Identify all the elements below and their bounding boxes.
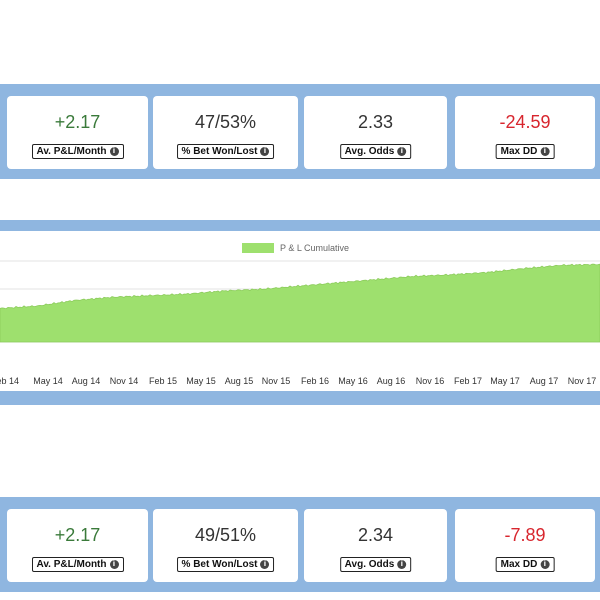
chart-legend[interactable]: P & L Cumulative	[242, 243, 349, 253]
stat-label-button[interactable]: Max DD i	[495, 557, 555, 572]
info-icon[interactable]: i	[540, 560, 550, 569]
stat-label-text: % Bet Won/Lost	[181, 146, 258, 157]
stat-label-button[interactable]: Avg. Odds i	[339, 144, 412, 159]
x-tick-label: Aug 17	[530, 376, 559, 386]
info-icon[interactable]: i	[260, 560, 270, 569]
stat-label-button[interactable]: % Bet Won/Lost i	[176, 144, 275, 159]
stat-card: -24.59 Max DD i	[455, 96, 595, 169]
x-tick-label: May 14	[33, 376, 63, 386]
stat-card: +2.17 Av. P&L/Month i	[7, 509, 148, 582]
stat-label-text: Max DD	[500, 559, 538, 570]
pnl-area-series[interactable]	[0, 263, 600, 343]
info-icon[interactable]: i	[397, 560, 407, 569]
x-tick-label: Aug 15	[225, 376, 254, 386]
x-tick-label: Feb 17	[454, 376, 482, 386]
legend-swatch	[242, 243, 274, 253]
x-tick-label: Nov 15	[262, 376, 291, 386]
stat-card: 2.33 Avg. Odds i	[304, 96, 447, 169]
pnl-cumulative-chart: Feb 14 May 14 Aug 14 Nov 14 Feb 15 May 15 Aug …	[0, 260, 600, 386]
stat-label-text: % Bet Won/Lost	[181, 559, 258, 570]
stat-label-button[interactable]: Max DD i	[495, 144, 555, 159]
x-tick-label: Feb 15	[149, 376, 177, 386]
stat-card: 49/51% % Bet Won/Lost i	[153, 509, 298, 582]
x-tick-label: Feb 14	[0, 376, 19, 386]
stat-value: 49/51%	[194, 525, 257, 545]
stat-value: -24.59	[499, 112, 551, 132]
stat-value: 2.33	[357, 112, 394, 132]
stat-value: 2.34	[357, 525, 394, 545]
stat-value: -7.89	[504, 525, 546, 545]
stat-label-text: Max DD	[500, 146, 538, 157]
x-tick-label: Aug 14	[72, 376, 101, 386]
stat-card: 47/53% % Bet Won/Lost i	[153, 96, 298, 169]
stat-label-button[interactable]: Av. P&L/Month i	[31, 557, 124, 572]
stat-value: 47/53%	[194, 112, 257, 132]
x-tick-label: Nov 16	[416, 376, 445, 386]
stat-label-text: Av. P&L/Month	[36, 146, 107, 157]
x-tick-label: Nov 14	[110, 376, 139, 386]
stat-label-button[interactable]: Avg. Odds i	[339, 557, 412, 572]
x-tick-label: Feb 16	[301, 376, 329, 386]
stat-label-button[interactable]: % Bet Won/Lost i	[176, 557, 275, 572]
legend-label: P & L Cumulative	[280, 243, 350, 253]
stat-card: 2.34 Avg. Odds i	[304, 509, 447, 582]
info-icon[interactable]: i	[397, 147, 407, 156]
info-icon[interactable]: i	[260, 147, 270, 156]
x-tick-label: May 15	[186, 376, 216, 386]
stat-label-text: Av. P&L/Month	[36, 559, 107, 570]
x-tick-label: May 16	[338, 376, 368, 386]
x-tick-label: Nov 17	[568, 376, 597, 386]
stat-card: -7.89 Max DD i	[455, 509, 595, 582]
stat-label-text: Avg. Odds	[344, 559, 395, 570]
info-icon[interactable]: i	[109, 147, 119, 156]
pnl-chart-panel: P & L Cumulative Feb 14 May 14 Aug 14 Nov 1…	[0, 231, 600, 391]
stat-label-button[interactable]: Av. P&L/Month i	[31, 144, 124, 159]
info-icon[interactable]: i	[109, 560, 119, 569]
stat-card: +2.17 Av. P&L/Month i	[7, 96, 148, 169]
stat-value: +2.17	[54, 112, 101, 132]
x-tick-label: May 17	[490, 376, 520, 386]
stat-value: +2.17	[54, 525, 101, 545]
info-icon[interactable]: i	[540, 147, 550, 156]
stat-label-text: Avg. Odds	[344, 146, 395, 157]
x-tick-label: Aug 16	[377, 376, 406, 386]
